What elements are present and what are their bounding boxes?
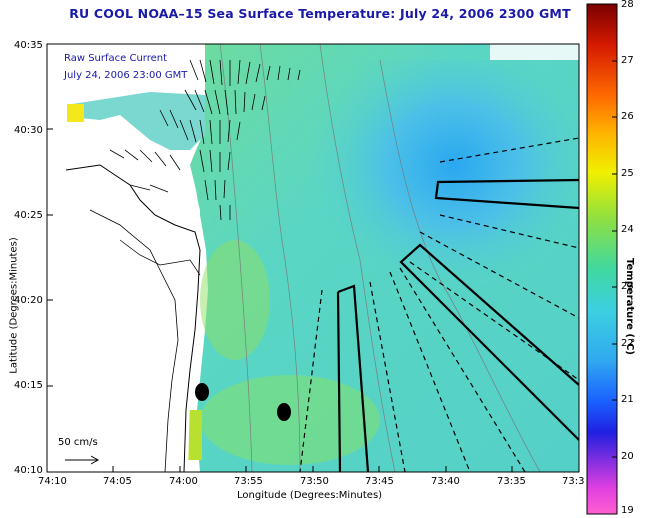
x-tick: 74:00 [169,476,198,487]
colorbar-tick: 27 [621,55,634,66]
current-vectors [109,59,301,221]
mooring-dot [277,403,291,421]
overlay-title: Raw Surface Current [64,53,168,64]
scale-arrowhead [90,455,100,465]
y-tick: 40:30 [14,125,43,136]
colorbar-label: Temperature (°C) [624,258,635,355]
y-tick: 40:15 [14,380,43,391]
no-data-patch [490,44,579,60]
y-tick: 40:10 [14,465,43,476]
frame-ticks [47,128,513,472]
colorbar-tick: 20 [621,451,634,462]
colorbar-tick: 23 [621,281,634,292]
land-mask-corner [47,44,67,134]
y-tick: 40:35 [14,40,43,51]
colorbar-tick: 22 [621,338,634,349]
x-tick: 74:05 [103,476,132,487]
bathymetry-contours [219,43,541,473]
colorbar-tick: 21 [621,394,634,405]
map-title: RU COOL NOAA–15 Sea Surface Temperature:… [69,6,571,21]
sst-bay-yellow [66,104,84,122]
sst-warm-patch [200,240,270,360]
x-tick: 73:45 [365,476,394,487]
land-mask [47,130,200,472]
mooring-dot [195,383,209,401]
x-axis-label: Longitude (Degrees:Minutes) [237,490,383,501]
x-tick: 73:55 [234,476,263,487]
x-tick: 73:3 [562,476,585,487]
colorbar [586,3,618,515]
colorbar-tick: 25 [621,168,634,179]
outlined-wedges [336,178,580,473]
x-tick: 73:40 [431,476,460,487]
y-tick: 40:25 [14,210,43,221]
colorbar-tick: 26 [621,111,634,122]
dashed-sampling-lines [299,137,580,473]
y-tick: 40:20 [14,295,43,306]
x-tick: 74:10 [38,476,67,487]
colorbar-tick: 24 [621,224,634,235]
sst-warm-patch [200,375,380,465]
sst-coastal-strip [188,410,202,460]
wedge-southeast [399,243,580,441]
sst-bay-field [66,92,205,150]
overlay-timestamp: July 24, 2006 23:00 GMT [64,70,188,81]
colorbar-tick: 28 [621,0,634,10]
wedge-south [336,284,370,473]
colorbar-tick: 19 [621,505,634,516]
colorbar-ticks [612,60,617,458]
x-tick: 73:35 [497,476,526,487]
coastline-inner [89,209,179,473]
x-tick: 73:50 [300,476,329,487]
scale-label: 50 cm/s [58,437,98,448]
wedge-east [434,178,580,210]
sst-cold-pool [250,60,579,360]
coastline-river [119,239,201,276]
